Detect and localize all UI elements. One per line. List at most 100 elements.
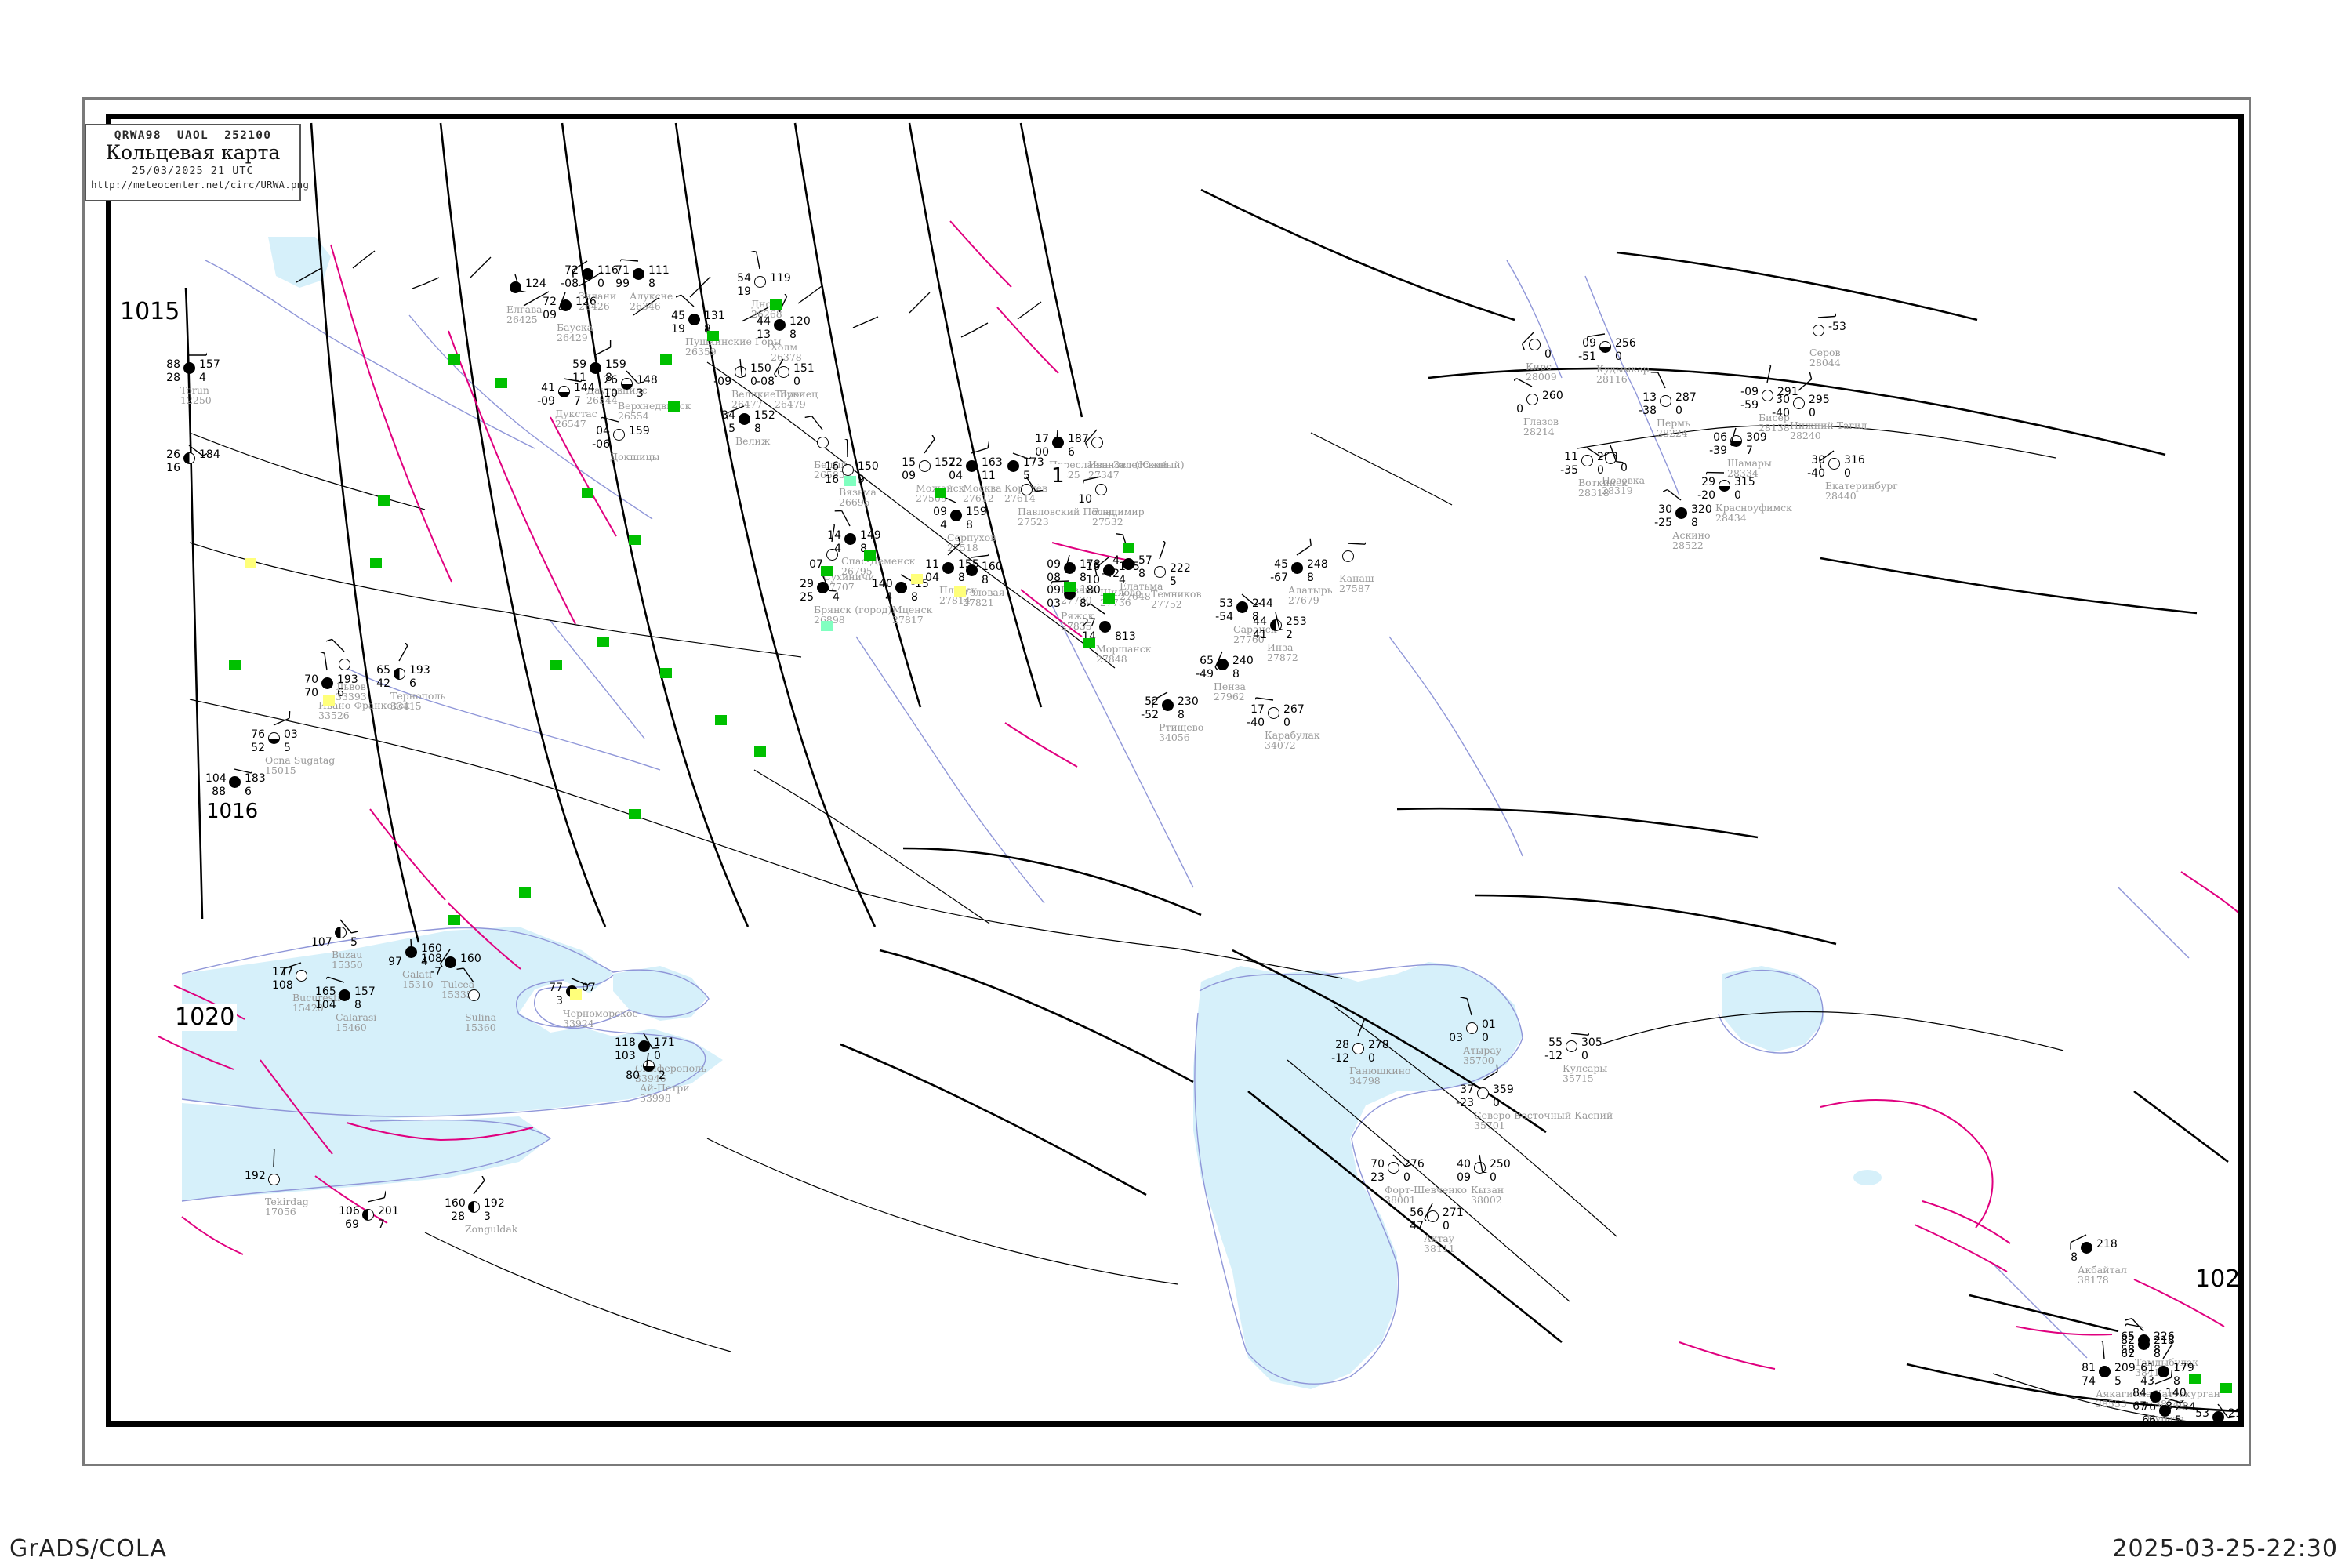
station-tendency: 8: [982, 574, 989, 586]
map-plot-area[interactable]: 1015 1016 1020 1020 1 88281574Torun12250…: [106, 114, 2244, 1427]
station-name: Дукстас: [555, 408, 597, 419]
station-dewpoint: -42: [1102, 568, 1120, 580]
station-name: Алуксне: [630, 290, 673, 302]
station-tendency: 8: [911, 591, 918, 604]
station-cloud-circle: [1793, 397, 1805, 409]
station-name: Кулсары: [1563, 1062, 1608, 1074]
station-wmo-id: 15015: [265, 764, 296, 776]
wind-barb: [572, 260, 588, 278]
station-tendency: 3: [637, 387, 644, 400]
station-cloud-circle: [1091, 437, 1103, 448]
station-name: Ртищево: [1159, 721, 1204, 733]
station-name: Темников: [1151, 588, 1202, 600]
station-cloud-circle: [950, 510, 962, 521]
station-name: Ганюшкино: [1349, 1065, 1411, 1076]
station-cloud-circle: [1526, 394, 1538, 405]
station-tendency: 8: [1691, 517, 1698, 529]
station-temperature: 192: [245, 1170, 266, 1182]
station-name: Северо-Восточный Каспий: [1474, 1109, 1613, 1121]
precipitation-marker: [660, 354, 672, 365]
station-tendency: 8: [605, 372, 612, 384]
wind-barb: [271, 1149, 275, 1167]
precipitation-marker: [378, 495, 390, 506]
station-wmo-id: 26477: [731, 398, 763, 410]
wind-barb: [804, 416, 823, 430]
station-wmo-id: 35701: [1474, 1120, 1505, 1131]
station-tendency: 11: [982, 470, 996, 482]
station-temperature: 54: [737, 272, 751, 285]
station-name: Tulcea: [441, 978, 475, 990]
precipitation-marker: [1083, 638, 1095, 648]
station-tendency: 8: [648, 278, 655, 290]
isobar-label: 1: [1049, 464, 1067, 488]
station-cloud-circle: [2150, 1391, 2161, 1403]
station-cloud-circle: [1388, 1162, 1399, 1174]
station-name: Спас-Деменск: [841, 555, 916, 567]
station-tendency: 0: [1493, 1097, 1500, 1109]
station-wmo-id: 27835: [1061, 620, 1092, 632]
station-temperature: 29: [800, 578, 814, 590]
station-name: Воткинск: [1578, 477, 1628, 488]
station-dewpoint: 67: [2132, 1400, 2147, 1413]
station-dewpoint: 08: [1047, 572, 1061, 584]
station-dewpoint: 09: [543, 309, 557, 321]
station-wmo-id: 26795: [841, 565, 873, 577]
station-cloud-circle: [229, 776, 241, 788]
station-dewpoint: 88: [212, 786, 226, 798]
station-pressure: 316: [1844, 454, 1865, 466]
station-tendency: 4: [1119, 574, 1126, 586]
station-name: Елгава: [506, 303, 543, 315]
station-wmo-id: 28138: [1759, 422, 1790, 434]
station-cloud-circle: [1021, 484, 1033, 495]
wind-barb: [739, 358, 746, 377]
station-wmo-id: 15350: [332, 959, 363, 971]
wind-barb: [831, 524, 836, 543]
station-temperature: 41: [541, 382, 555, 394]
wind-barb: [822, 574, 837, 592]
station-tendency: 0: [654, 1050, 661, 1062]
station-name: Белый: [814, 459, 848, 470]
wind-barb: [1766, 365, 1772, 383]
wind-barb: [189, 352, 207, 356]
station-pressure: 250: [1490, 1158, 1511, 1171]
station-name: Ряжск: [1061, 610, 1094, 622]
station-pressure: 260: [1542, 390, 1563, 402]
station-pressure: 180: [1080, 584, 1101, 597]
station-temperature: 40: [1457, 1158, 1471, 1171]
wind-barb: [558, 292, 566, 310]
station-temperature: 34: [721, 409, 735, 422]
station-pressure: 309: [1746, 431, 1767, 444]
station-pressure: 150: [858, 460, 879, 473]
station-cloud-circle: [1217, 659, 1229, 670]
wind-barb: [645, 1052, 649, 1071]
precipitation-marker: [2189, 1374, 2201, 1384]
station-temperature: 30: [1658, 503, 1672, 516]
wind-barb: [626, 370, 644, 384]
source-url[interactable]: http://meteocenter.net/circ/URWA.png: [91, 179, 310, 191]
station-name: Моршанск: [1096, 643, 1152, 655]
station-dewpoint: -52: [1141, 709, 1159, 721]
station-cloud-circle: [817, 437, 829, 448]
station-tendency: 6: [409, 677, 416, 690]
station-cloud-circle: [1162, 699, 1174, 711]
station-name: Ocna Sugatag: [265, 754, 336, 766]
station-dewpoint: -12: [1544, 1050, 1563, 1062]
station-wmo-id: 28240: [1790, 430, 1821, 441]
wind-barb: [2164, 1397, 2183, 1403]
station-dewpoint: 80: [626, 1069, 640, 1082]
station-tendency: 5: [350, 936, 358, 949]
station-pressure: 230: [1178, 695, 1199, 708]
precipitation-marker: [448, 915, 460, 925]
wind-barb: [594, 340, 612, 356]
station-cloud-circle: [468, 1201, 480, 1213]
station-name: Канаш: [1339, 572, 1374, 584]
station-dewpoint: 28: [451, 1210, 465, 1223]
station-cloud-circle: [1154, 566, 1166, 578]
station-tendency: 2: [659, 1069, 666, 1082]
station-cloud-circle: [1103, 564, 1115, 576]
station-dewpoint: -40: [1807, 467, 1825, 480]
station-tendency: 0: [1482, 1032, 1489, 1044]
precipitation-marker: [448, 354, 460, 365]
station-name: Форт-Шевченко: [1385, 1184, 1468, 1196]
wind-barb: [1586, 447, 1605, 458]
